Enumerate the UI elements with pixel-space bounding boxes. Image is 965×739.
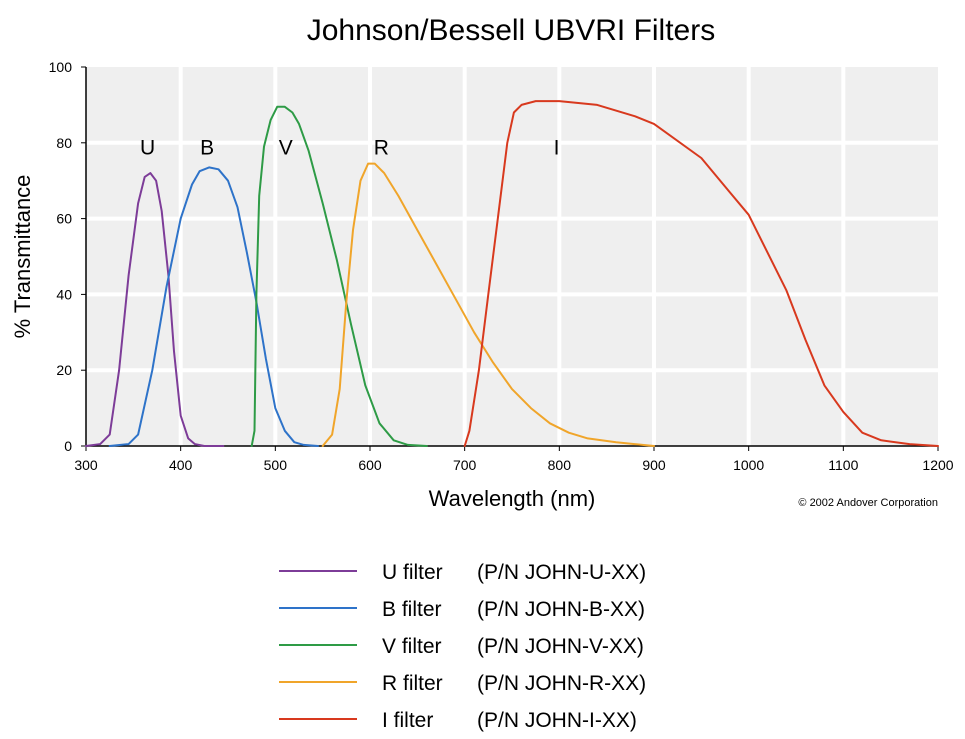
grid-lines	[86, 67, 938, 446]
legend-part-number: (P/N JOHN-R-XX)	[477, 672, 646, 695]
legend-item-r: R filter (P/N JOHN-R-XX)	[279, 672, 646, 695]
x-tick-label: 400	[169, 457, 193, 473]
legend-label: V filter	[382, 635, 442, 658]
legend-part-number: (P/N JOHN-U-XX)	[477, 561, 646, 584]
y-axis-label: % Transmittance	[10, 175, 35, 339]
y-tick-label: 100	[49, 59, 73, 75]
legend: U filter (P/N JOHN-U-XX) B filter (P/N JOHN…	[279, 561, 646, 732]
chart-title: Johnson/Bessell UBVRI Filters	[307, 14, 716, 47]
series-line-i	[463, 100, 939, 447]
x-tick-label: 700	[453, 457, 477, 473]
legend-part-number: (P/N JOHN-I-XX)	[477, 709, 637, 732]
x-tick-label: 900	[642, 457, 666, 473]
curve-label-r: R	[374, 137, 389, 160]
legend-item-u: U filter (P/N JOHN-U-XX)	[279, 561, 646, 584]
legend-item-v: V filter (P/N JOHN-V-XX)	[279, 635, 644, 658]
legend-part-number: (P/N JOHN-B-XX)	[477, 598, 645, 621]
y-tick-label: 20	[56, 362, 72, 378]
series-line-v	[250, 105, 428, 447]
legend-label: R filter	[382, 672, 443, 695]
curve-label-v: V	[279, 137, 293, 160]
y-tick-label: 80	[56, 135, 72, 151]
legend-item-b: B filter (P/N JOHN-B-XX)	[279, 598, 645, 621]
curve-label-u: U	[140, 137, 155, 160]
curve-label-b: B	[200, 137, 214, 160]
x-tick-label: 1200	[922, 457, 953, 473]
legend-label: U filter	[382, 561, 443, 584]
legend-label: I filter	[382, 709, 433, 732]
series-lines	[85, 100, 939, 447]
x-axis-label: Wavelength (nm)	[429, 486, 596, 511]
x-tick-label: 800	[548, 457, 572, 473]
y-tick-label: 40	[56, 286, 72, 302]
legend-label: B filter	[382, 598, 442, 621]
axes	[85, 67, 938, 447]
x-tick-label: 500	[264, 457, 288, 473]
x-tick-label: 1000	[733, 457, 764, 473]
plot-background	[86, 67, 938, 446]
series-line-r	[321, 162, 655, 447]
legend-item-i: I filter (P/N JOHN-I-XX)	[279, 709, 637, 732]
tick-labels: 300 400 500 600 700 800 900 1000 1100 1200 0 20 40 60…	[49, 59, 954, 473]
series-line-b	[108, 166, 319, 447]
x-tick-label: 600	[358, 457, 382, 473]
x-tick-label: 300	[74, 457, 98, 473]
series-line-u	[85, 172, 225, 447]
copyright-notice: © 2002 Andover Corporation	[798, 497, 938, 509]
x-tick-label: 1100	[828, 457, 858, 473]
legend-part-number: (P/N JOHN-V-XX)	[477, 635, 644, 658]
curve-label-i: I	[554, 137, 560, 160]
y-tick-label: 0	[64, 438, 72, 454]
y-tick-label: 60	[56, 211, 72, 227]
